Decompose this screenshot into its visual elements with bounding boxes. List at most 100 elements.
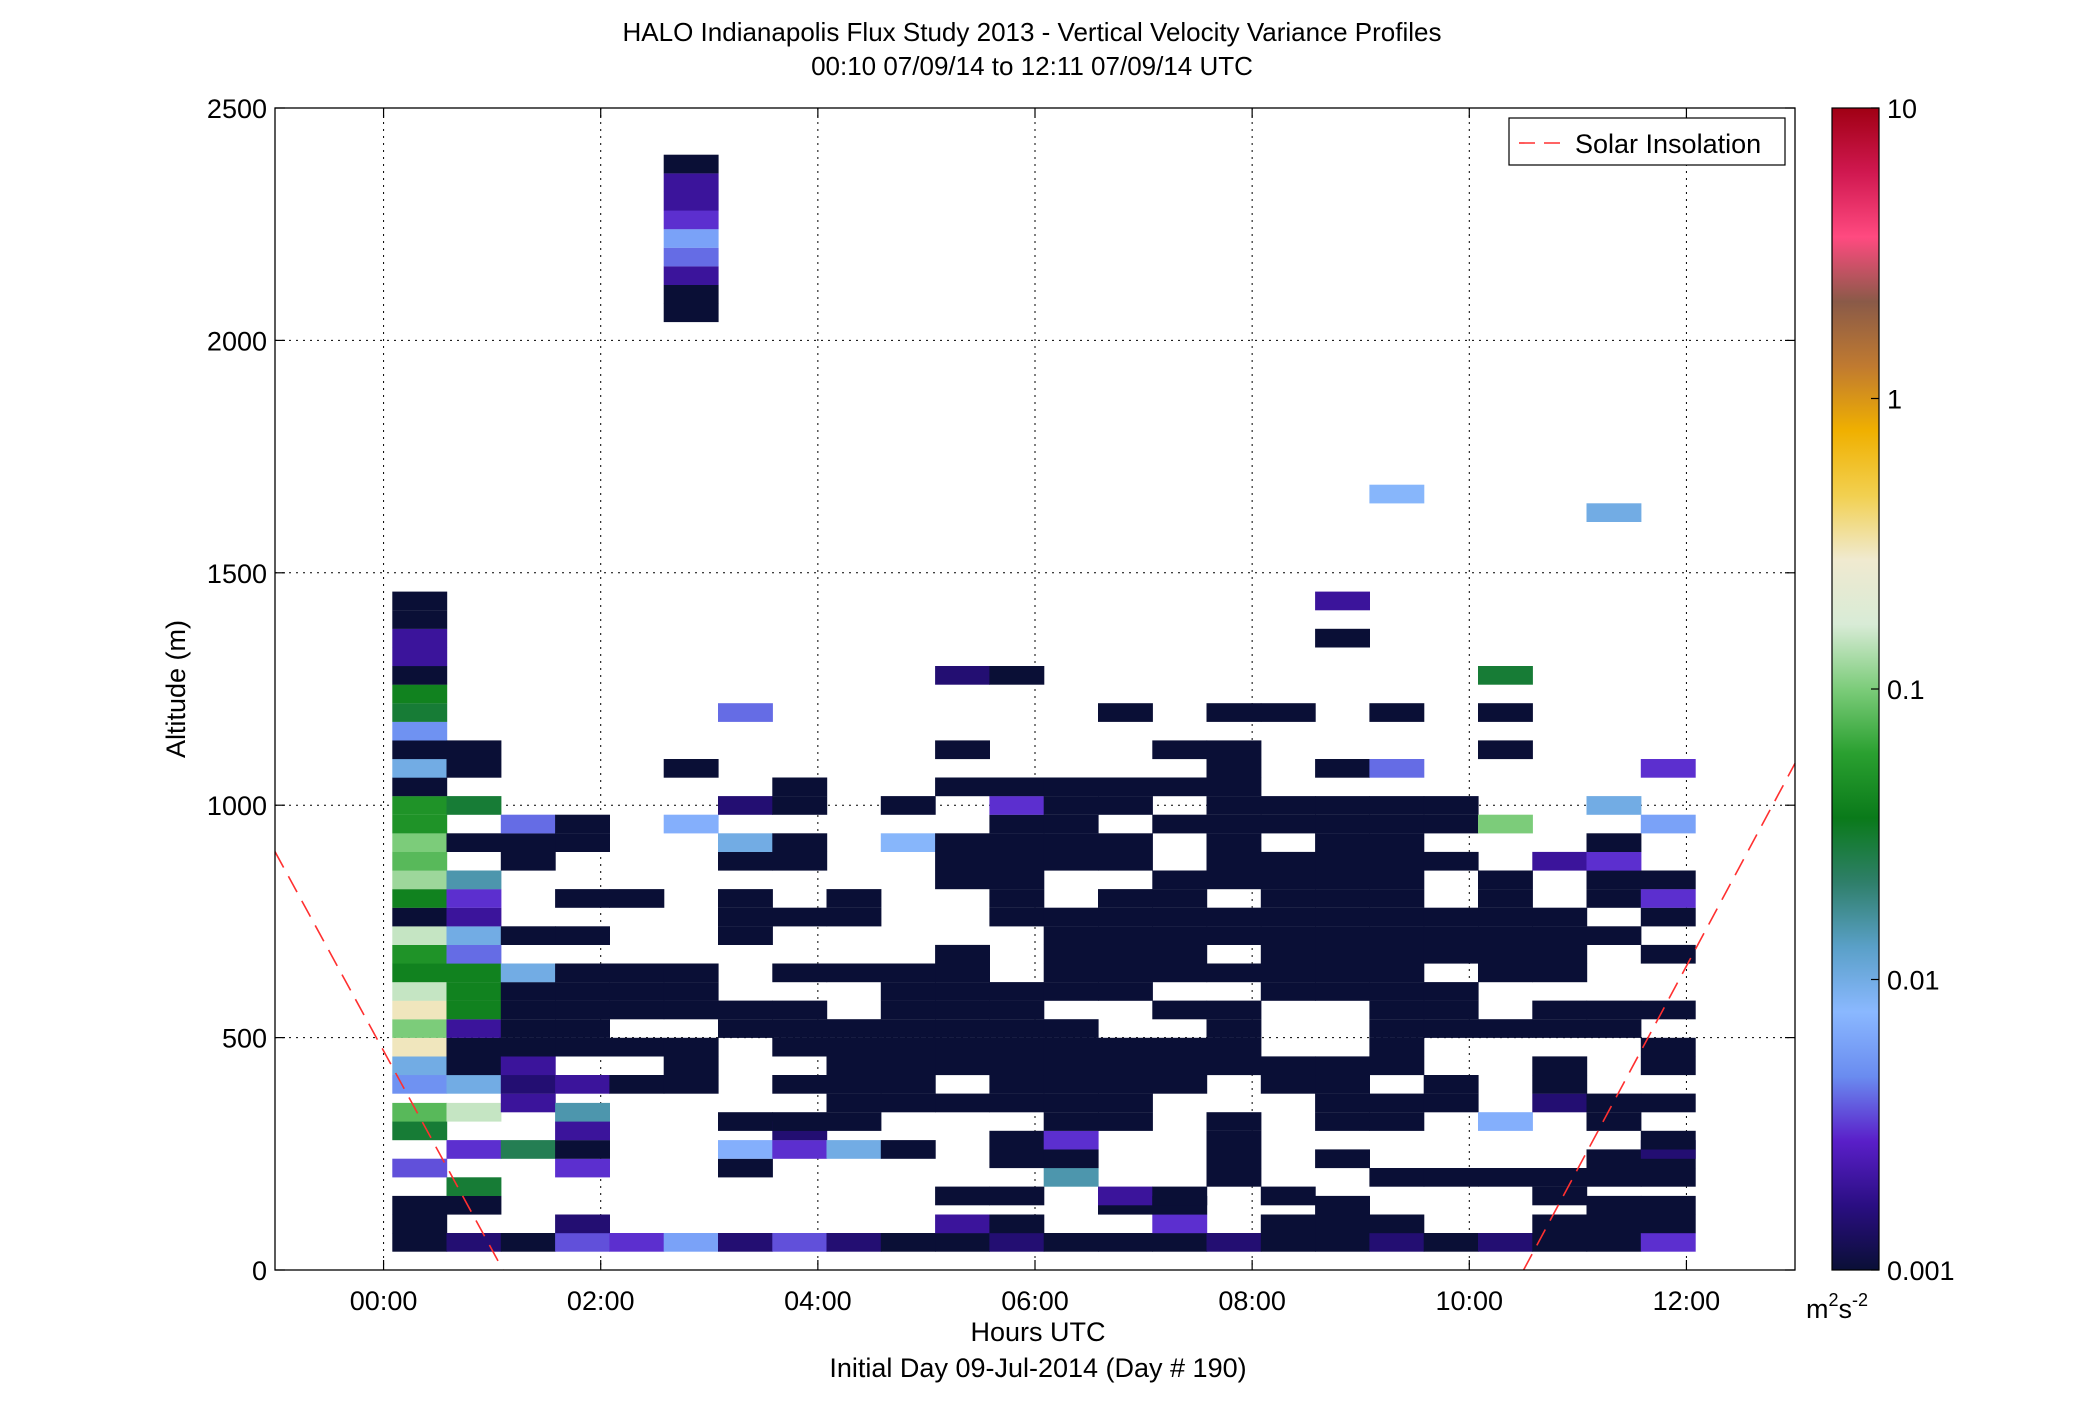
heatmap-cell (663, 1037, 719, 1057)
heatmap-cell (1206, 926, 1262, 945)
heatmap-cell (1206, 759, 1262, 778)
heatmap-cell (1043, 833, 1099, 852)
heatmap-cell (1369, 982, 1425, 1001)
legend-label-solar-insolation: Solar Insolation (1575, 129, 1761, 159)
colorbar-tick-label: 0.001 (1887, 1256, 1955, 1286)
heatmap-cell (1423, 796, 1479, 815)
heatmap-cell (1206, 1233, 1262, 1252)
heatmap-cell (1423, 1019, 1479, 1038)
heatmap-cell (880, 1037, 936, 1057)
heatmap-cell (1586, 1195, 1642, 1215)
heatmap-cell (1152, 907, 1208, 927)
heatmap-cell (989, 1214, 1045, 1234)
heatmap-cell (772, 777, 828, 797)
heatmap-cell (1586, 1093, 1642, 1113)
heatmap-cell (1369, 814, 1425, 834)
y-tick-label: 500 (222, 1024, 267, 1054)
y-tick-label: 2500 (207, 94, 267, 124)
heatmap-cell (1098, 777, 1153, 797)
heatmap-cell (1098, 1233, 1153, 1252)
heatmap-cell (609, 982, 665, 1001)
heatmap-cell (1478, 889, 1533, 908)
heatmap-cell (1260, 870, 1316, 890)
heatmap-cell (718, 703, 773, 722)
heatmap-cell (1260, 1075, 1316, 1094)
heatmap-cell (1532, 1168, 1588, 1187)
heatmap-cell (1043, 1075, 1099, 1094)
heatmap-cell (1315, 982, 1370, 1001)
x-axis-sublabel: Initial Day 09-Jul-2014 (Day # 190) (829, 1353, 1246, 1383)
heatmap-cell (663, 173, 719, 192)
heatmap-cell (880, 1019, 936, 1038)
heatmap-cell (555, 889, 610, 908)
heatmap-cell (663, 154, 719, 174)
chart-subtitle: 00:10 07/09/14 to 12:11 07/09/14 UTC (811, 51, 1253, 81)
heatmap-cell (392, 628, 448, 648)
heatmap-cell (826, 1075, 882, 1094)
colorbar-units: m2s-2 (1806, 1290, 1868, 1324)
heatmap-cell (826, 1037, 882, 1057)
heatmap-cell (609, 1233, 665, 1252)
heatmap-cell (1206, 1168, 1262, 1187)
heatmap-cell (1369, 963, 1425, 983)
heatmap-cell (1315, 628, 1370, 648)
heatmap-cell (663, 191, 719, 211)
legend-box (1508, 117, 1786, 166)
heatmap-cell (989, 1093, 1045, 1113)
heatmap-cell (663, 210, 719, 230)
heatmap-cell (1152, 944, 1208, 964)
heatmap-cell (1423, 1000, 1479, 1020)
heatmap-cell (392, 814, 448, 834)
heatmap-cell (663, 1075, 719, 1094)
heatmap-cell (772, 907, 828, 927)
heatmap-cell (1260, 703, 1316, 722)
heatmap-cell (1369, 1093, 1425, 1113)
colorbar-tick-label: 1 (1887, 385, 1902, 415)
heatmap-cell (1315, 1075, 1370, 1094)
heatmap-cell (1478, 870, 1533, 890)
heatmap-cell (1640, 1195, 1696, 1215)
heatmap-cell (718, 1140, 773, 1159)
heatmap-cell (1478, 703, 1533, 722)
heatmap-cell (1043, 1149, 1099, 1169)
heatmap-cell (1206, 703, 1262, 722)
heatmap-cell (718, 1112, 773, 1131)
heatmap-cell (1640, 1037, 1696, 1057)
heatmap-cell (1043, 963, 1099, 983)
heatmap-cell (1043, 1112, 1099, 1131)
x-tick-label: 02:00 (567, 1286, 635, 1316)
heatmap-cell (880, 1233, 936, 1252)
heatmap-cell (935, 963, 990, 983)
colorbar-tick-label: 10 (1887, 94, 1917, 124)
heatmap-cell (1260, 1233, 1316, 1252)
heatmap-cell (1478, 740, 1533, 760)
heatmap-cell (1152, 926, 1208, 945)
heatmap-cell (1260, 889, 1316, 908)
heatmap-cell (555, 1075, 610, 1094)
heatmap-cell (663, 814, 719, 834)
heatmap-cell (1423, 1093, 1479, 1113)
heatmap-cell (555, 833, 610, 852)
heatmap-cell (1586, 851, 1642, 871)
heatmap-cell (1369, 870, 1425, 890)
heatmap-cell (1532, 1000, 1588, 1020)
heatmap-cell (1043, 851, 1099, 871)
heatmap-cell (392, 851, 448, 871)
heatmap-cell (1369, 484, 1425, 504)
heatmap-cell (1206, 963, 1262, 983)
heatmap-cell (392, 666, 448, 685)
heatmap-cell (1315, 907, 1370, 927)
heatmap-cell (1260, 1186, 1316, 1206)
heatmap-cell (1043, 814, 1099, 834)
heatmap-cell (1206, 777, 1262, 797)
heatmap-cell (500, 814, 556, 834)
heatmap-cell (1315, 1195, 1370, 1215)
heatmap-cell (663, 759, 719, 778)
y-axis-ticks: 0 500 1000 1500 2000 2500 (207, 94, 1795, 1286)
heatmap-cell (1369, 907, 1425, 927)
heatmap-cell (1586, 870, 1642, 890)
heatmap-cell (1260, 814, 1316, 834)
heatmap-cell (555, 1000, 610, 1020)
heatmap-cell (446, 759, 502, 778)
heatmap-cell (772, 963, 828, 983)
